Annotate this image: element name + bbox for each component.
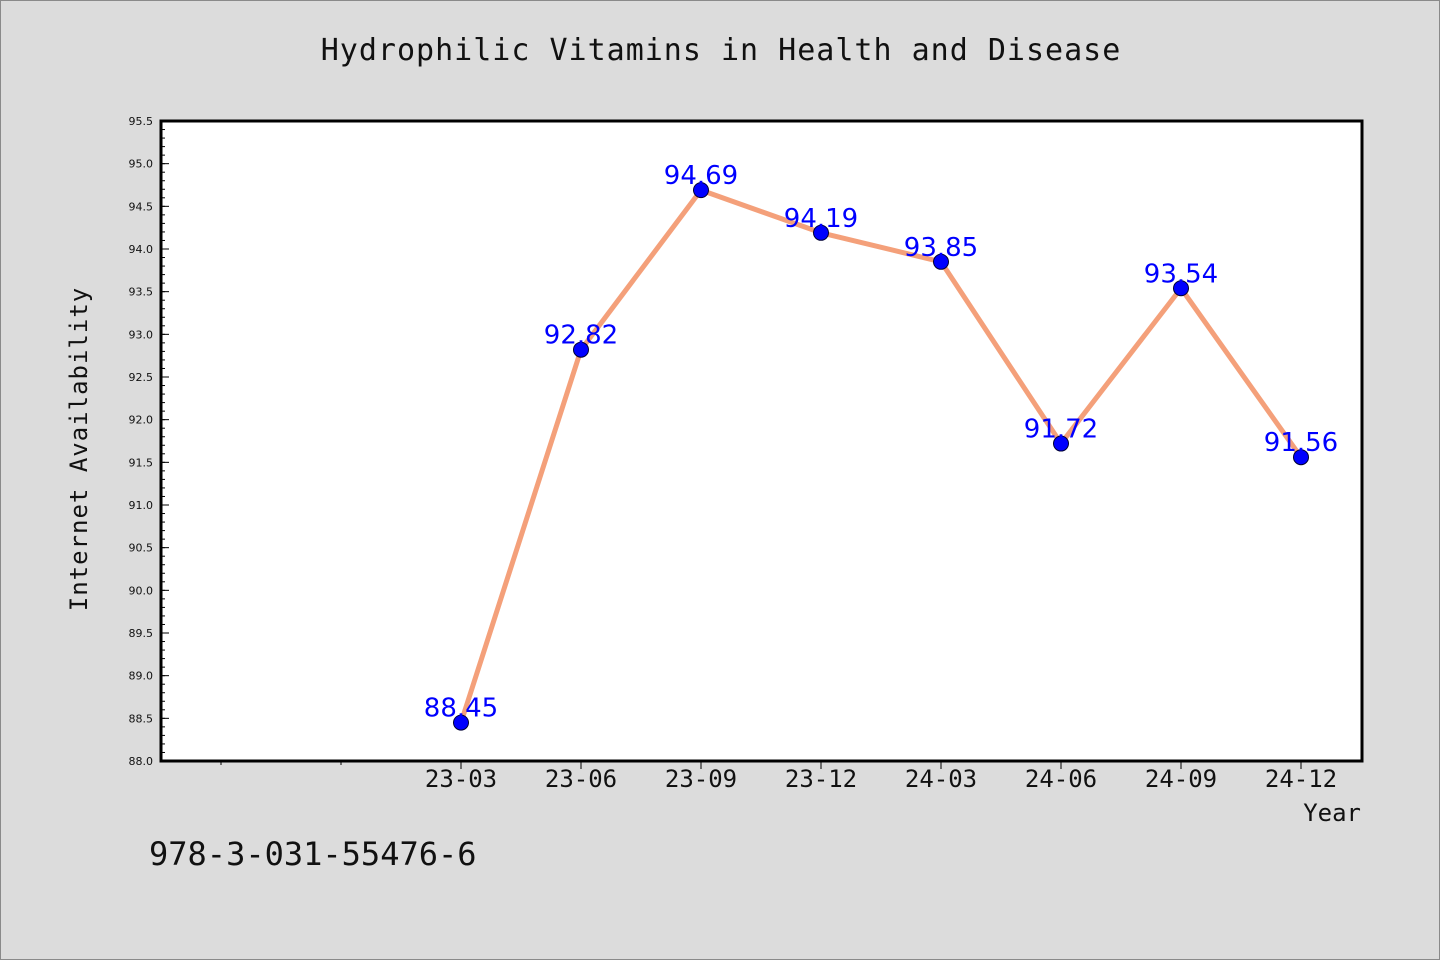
data-point xyxy=(1293,449,1309,466)
x-axis-label: Year xyxy=(1303,799,1361,827)
data-labels: 88.45 92.82 94.69 94.19 93.85 91.72 93.54 91.56 xyxy=(424,161,1338,723)
y-tick-label: 90.0 xyxy=(129,584,154,597)
y-tick-label: 88.5 xyxy=(129,712,154,725)
x-tick-label: 24-12 xyxy=(1265,765,1337,793)
y-axis: 88.0 88.5 89.0 89.5 90.0 90.5 91.0 91.5 92.0 92.5… xyxy=(129,115,169,768)
y-tick-label: 89.0 xyxy=(129,670,154,683)
x-tick-label: 23-06 xyxy=(545,765,617,793)
series xyxy=(453,182,1309,731)
y-axis-label: Internet Availability xyxy=(65,287,93,611)
data-label: 88.45 xyxy=(424,694,498,724)
x-axis: 23-03 23-06 23-09 23-12 24-03 24-06 24-09 24-12 xyxy=(220,761,1337,793)
x-tick-label: 23-03 xyxy=(425,765,497,793)
y-tick-label: 95.0 xyxy=(129,158,154,171)
x-tick-label: 24-03 xyxy=(905,765,977,793)
y-tick-label: 90.5 xyxy=(129,542,154,555)
data-point xyxy=(813,224,829,241)
series-line xyxy=(458,187,1304,726)
y-tick-label: 88.0 xyxy=(129,755,154,768)
data-label: 91.56 xyxy=(1264,428,1338,458)
y-tick-label: 92.0 xyxy=(129,414,154,427)
data-label: 94.69 xyxy=(664,161,738,191)
data-point xyxy=(573,341,589,358)
x-tick-label: 23-09 xyxy=(665,765,737,793)
data-point xyxy=(453,714,469,731)
data-point xyxy=(693,182,709,199)
y-tick-label: 93.0 xyxy=(129,328,154,341)
data-point xyxy=(1173,280,1189,297)
x-tick-label: 24-06 xyxy=(1025,765,1097,793)
chart-title: Hydrophilic Vitamins in Health and Disea… xyxy=(320,33,1122,68)
y-tick-label: 95.5 xyxy=(129,115,154,128)
data-point xyxy=(933,253,949,270)
x-tick-label: 24-09 xyxy=(1145,765,1217,793)
y-tick-label: 89.5 xyxy=(129,627,154,640)
y-tick-label: 94.0 xyxy=(129,243,154,256)
y-tick-label: 91.5 xyxy=(129,456,154,469)
y-tick-label: 92.5 xyxy=(129,371,154,384)
plot-area xyxy=(159,119,1364,763)
y-tick-label: 94.5 xyxy=(129,200,154,213)
y-tick-label: 91.0 xyxy=(129,499,154,512)
data-label: 93.54 xyxy=(1144,259,1218,289)
data-label: 94.19 xyxy=(784,204,858,234)
data-label: 91.72 xyxy=(1024,415,1098,445)
x-tick-label: 23-12 xyxy=(785,765,857,793)
data-point xyxy=(1053,435,1069,452)
y-tick-label: 93.5 xyxy=(129,286,154,299)
isbn-text: 978-3-031-55476-6 xyxy=(149,835,477,873)
data-label: 93.85 xyxy=(904,233,978,263)
data-label: 92.82 xyxy=(544,321,618,351)
